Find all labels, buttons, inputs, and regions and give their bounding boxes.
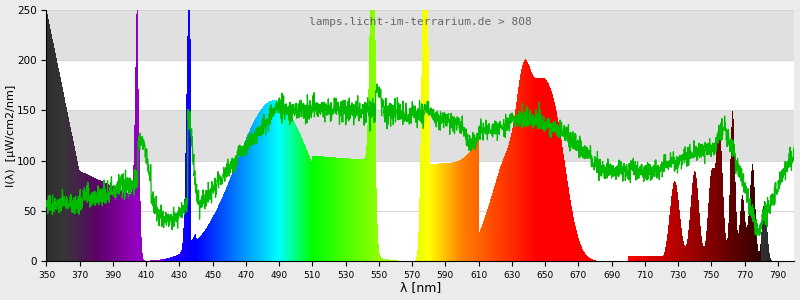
- Y-axis label: I(λ)  [μW/cm2/nm]: I(λ) [μW/cm2/nm]: [6, 84, 15, 187]
- Text: lamps.licht-im-terrarium.de > 808: lamps.licht-im-terrarium.de > 808: [309, 17, 532, 27]
- Bar: [46, 10, 794, 60]
- X-axis label: λ [nm]: λ [nm]: [400, 281, 441, 294]
- Bar: [46, 110, 794, 160]
